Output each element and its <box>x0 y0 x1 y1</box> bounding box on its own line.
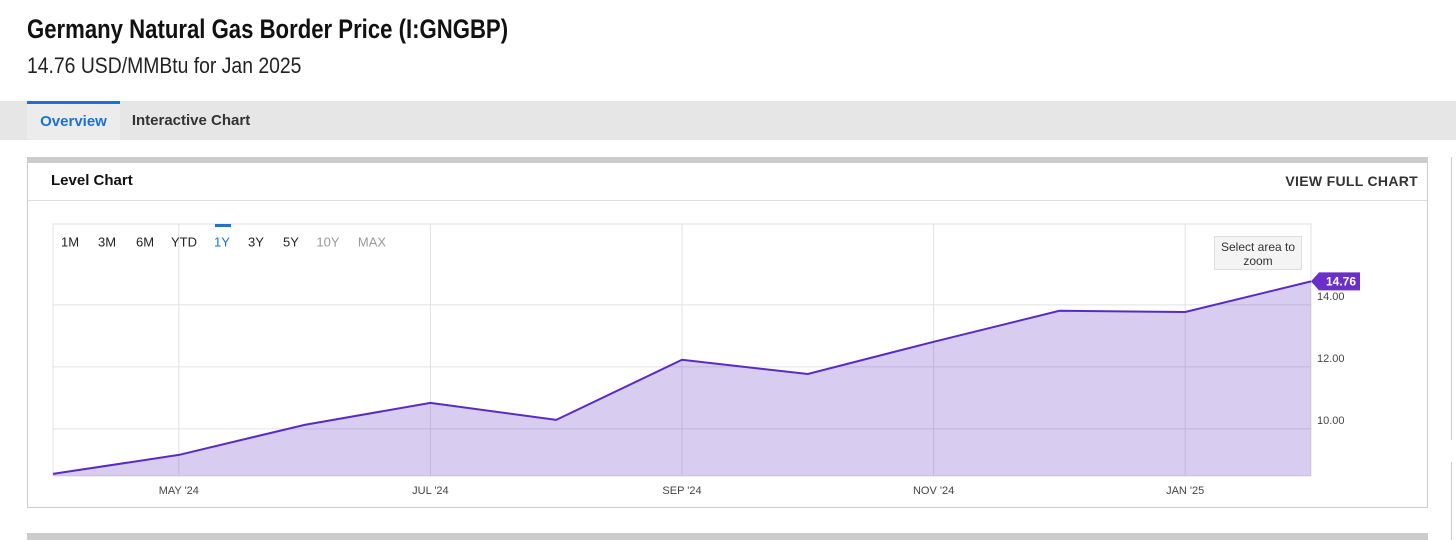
side-panel <box>1451 157 1456 440</box>
range-button[interactable]: YTD <box>171 234 197 249</box>
page-title: Germany Natural Gas Border Price (I:GNGB… <box>27 14 509 44</box>
next-panel <box>27 533 1428 540</box>
range-button[interactable]: 3Y <box>248 234 264 249</box>
active-range-indicator <box>215 224 231 227</box>
last-value-label: 14.76 <box>1326 275 1356 289</box>
view-full-chart[interactable]: VIEW FULL CHART <box>1285 173 1418 189</box>
y-tick-label: 10.00 <box>1317 415 1345 427</box>
x-tick-label: JUL '24 <box>412 485 449 497</box>
page-subtitle: 14.76 USD/MMBtu for Jan 2025 <box>27 53 302 78</box>
range-button[interactable]: MAX <box>358 234 387 249</box>
tab-bar: Overview Interactive Chart <box>0 101 1456 140</box>
range-button[interactable]: 1Y <box>214 234 230 249</box>
x-tick-label: JAN '25 <box>1166 485 1204 497</box>
tab[interactable]: Overview <box>27 101 120 140</box>
x-tick-label: MAY '24 <box>159 485 199 497</box>
divider <box>28 200 1427 201</box>
tab[interactable]: Interactive Chart <box>131 112 251 129</box>
range-button[interactable]: 1M <box>61 234 79 249</box>
range-button[interactable]: 6M <box>136 234 154 249</box>
range-button[interactable]: 3M <box>98 234 116 249</box>
last-value-badge <box>1311 272 1360 291</box>
side-panel <box>1451 462 1456 540</box>
zoom-hint: Select area to zoom <box>1214 236 1302 270</box>
panel-title: Level Chart <box>51 172 133 189</box>
line <box>52 280 1312 475</box>
range-button[interactable]: 10Y <box>316 234 339 249</box>
chart-panel <box>27 157 1428 508</box>
area <box>53 281 1311 476</box>
range-button[interactable]: 5Y <box>283 234 299 249</box>
y-tick-label: 12.00 <box>1317 353 1345 365</box>
x-tick-label: NOV '24 <box>913 485 954 497</box>
x-tick-label: SEP '24 <box>662 485 701 497</box>
y-tick-label: 14.00 <box>1317 291 1345 303</box>
